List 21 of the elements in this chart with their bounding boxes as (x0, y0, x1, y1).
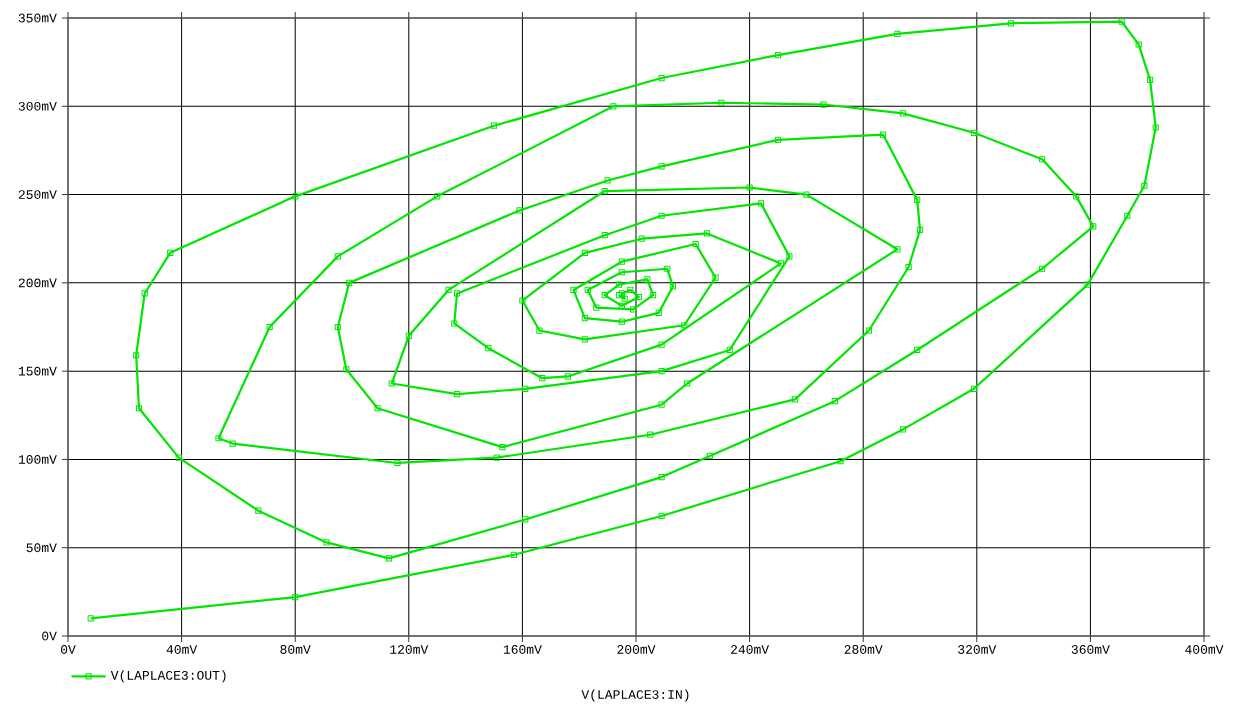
x-tick-label: 320mV (958, 644, 997, 654)
y-tick-label: 150mV (18, 366, 57, 376)
x-tick-label: 400mV (1185, 644, 1224, 654)
y-tick-label: 300mV (18, 101, 57, 111)
legend-label: V(LAPLACE3:OUT) (110, 670, 226, 683)
x-tick-label: 120mV (390, 644, 429, 654)
x-tick-label: 80mV (280, 644, 311, 654)
y-tick-label: 0V (42, 631, 57, 641)
x-axis-title: V(LAPLACE3:IN) (581, 689, 689, 702)
x-tick-label: 280mV (844, 644, 883, 654)
y-tick-label: 50mV (26, 543, 57, 553)
x-tick-label: 240mV (731, 644, 770, 654)
x-tick-label: 40mV (166, 644, 198, 654)
y-tick-label: 350mV (18, 13, 57, 23)
x-tick-label: 0V (60, 644, 76, 654)
y-tick-label: 100mV (18, 454, 57, 464)
x-tick-label: 200mV (617, 644, 656, 654)
y-tick-label: 200mV (18, 278, 57, 288)
x-tick-label: 160mV (503, 644, 542, 654)
x-tick-label: 360mV (1071, 644, 1110, 654)
y-tick-label: 250mV (18, 190, 57, 199)
